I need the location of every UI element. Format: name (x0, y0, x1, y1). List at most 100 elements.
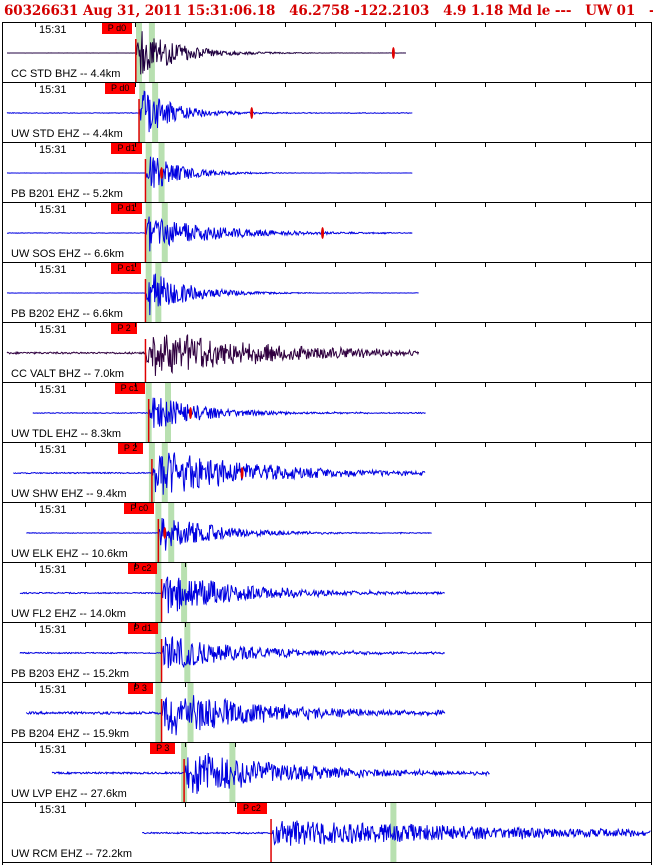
time-tick (585, 323, 586, 327)
time-tick (385, 143, 386, 147)
time-tick (485, 143, 486, 147)
time-tick (535, 563, 536, 567)
trace-panel: P d1 15:31 PB B201 EHZ -- 5.2km (3, 143, 651, 203)
trace-plot (141, 803, 651, 862)
time-tick (385, 203, 386, 207)
time-tick (535, 743, 536, 747)
time-tick (185, 743, 186, 747)
event-time: 15:31:06.18 (186, 3, 276, 19)
time-tick (435, 383, 436, 387)
time-tick (385, 263, 386, 267)
time-tick (185, 443, 186, 447)
time-tick (535, 443, 536, 447)
phase-label: P c0 (124, 503, 155, 514)
time-tick (485, 83, 486, 87)
time-tick (135, 683, 136, 687)
time-tick (235, 383, 236, 387)
time-tick (385, 383, 386, 387)
event-magnitude: 1.18 (470, 3, 504, 19)
time-tick (185, 263, 186, 267)
time-tick (585, 443, 586, 447)
time-tick (135, 563, 136, 567)
time-tick (535, 503, 536, 507)
waveform (6, 216, 413, 252)
time-tick (285, 263, 286, 267)
trace-plot (19, 563, 445, 622)
time-tick (335, 323, 336, 327)
trace-plot (6, 143, 413, 202)
time-tick (335, 83, 336, 87)
phase-label: P 2 (111, 323, 137, 334)
time-tick (535, 143, 536, 147)
event-quality: le --- (536, 3, 572, 19)
time-tick (635, 83, 636, 87)
time-tick (235, 263, 236, 267)
time-tick (585, 563, 586, 567)
station-label: UW SHW EHZ -- 9.4km (11, 488, 127, 500)
phase-label: P c2 (237, 803, 267, 814)
time-tick (185, 683, 186, 687)
time-tick (235, 323, 236, 327)
phase-label: P c2 (127, 563, 158, 574)
time-tick (485, 23, 486, 27)
time-tick (535, 323, 536, 327)
trace-plot (7, 23, 406, 82)
phase-label: P d1 (111, 203, 142, 214)
trace-plot (25, 683, 446, 742)
time-tick (85, 263, 86, 267)
time-tick (635, 203, 636, 207)
time-tick (235, 683, 236, 687)
time-tick (35, 143, 36, 147)
time-tick (235, 83, 236, 87)
time-tick (85, 323, 86, 327)
time-tick (435, 743, 436, 747)
time-label: 15:31 (39, 624, 67, 636)
time-tick (135, 323, 136, 327)
time-label: 15:31 (39, 204, 67, 216)
time-label: 15:31 (39, 264, 67, 276)
time-tick (635, 263, 636, 267)
station-label: UW STD EHZ -- 4.4km (11, 128, 123, 140)
waveform (51, 752, 490, 794)
coda-marker (160, 167, 164, 179)
time-tick (85, 203, 86, 207)
time-tick (85, 143, 86, 147)
time-tick (335, 23, 336, 27)
station-label: UW ELK EHZ -- 10.6km (11, 548, 128, 560)
time-tick (535, 683, 536, 687)
time-tick (135, 23, 136, 27)
time-tick (335, 803, 336, 807)
time-tick (135, 143, 136, 147)
time-tick (185, 83, 186, 87)
phase-label: P 3 (127, 683, 153, 694)
coda-marker (391, 47, 395, 59)
time-tick (585, 383, 586, 387)
time-tick (485, 203, 486, 207)
green-pick-bar (145, 203, 152, 262)
time-tick (535, 803, 536, 807)
time-tick (85, 743, 86, 747)
time-tick (385, 83, 386, 87)
station-label: UW SOS EHZ -- 6.6km (11, 248, 125, 260)
event-flag: -1 (649, 3, 653, 19)
time-tick (85, 383, 86, 387)
time-tick (485, 803, 486, 807)
time-tick (535, 623, 536, 627)
time-tick (635, 563, 636, 567)
time-tick (185, 383, 186, 387)
time-tick (85, 23, 86, 27)
time-tick (585, 263, 586, 267)
trace-plot (19, 623, 446, 682)
trace-panel: P 3 15:31 PB B204 EHZ -- 15.9km (3, 683, 651, 743)
time-tick (35, 443, 36, 447)
time-tick (385, 743, 386, 747)
time-tick (285, 23, 286, 27)
time-tick (435, 323, 436, 327)
time-tick (435, 203, 436, 207)
time-tick (635, 683, 636, 687)
trace-plot (6, 263, 419, 322)
time-tick (185, 803, 186, 807)
time-tick (335, 203, 336, 207)
time-tick (285, 143, 286, 147)
waveform (19, 636, 446, 669)
